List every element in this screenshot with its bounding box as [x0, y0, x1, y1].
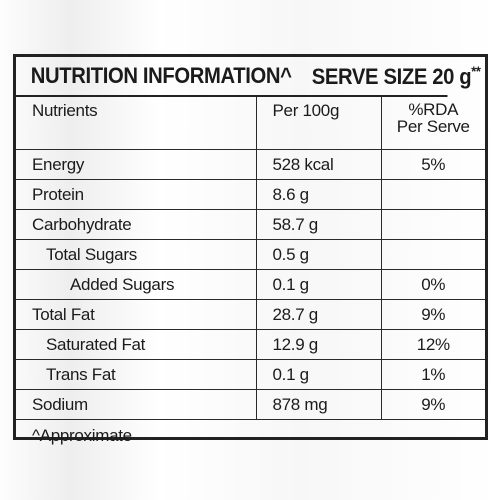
nutrient-per-100g: 58.7 g [255, 209, 382, 240]
nutrient-per-100g: 0.5 g [255, 239, 382, 270]
nutrient-name: Total Fat [16, 299, 257, 330]
nutrient-rda [380, 179, 485, 210]
nutrient-name: Added Sugars [16, 269, 257, 300]
table-row: Total Sugars 0.5 g [16, 239, 485, 270]
nutrient-per-100g: 528 kcal [255, 149, 382, 180]
footer-row: ^Approximate [16, 419, 485, 451]
serve-size: SERVE SIZE 20 g** [312, 63, 481, 90]
nutrition-information-panel: NUTRITION INFORMATION^ SERVE SIZE 20 g**… [13, 54, 488, 451]
table-row: Sodium 878 mg 9% [16, 389, 485, 420]
nutrient-per-100g: 8.6 g [255, 179, 382, 210]
table-row: Energy 528 kcal 5% [16, 149, 485, 180]
nutrient-rda [380, 209, 485, 240]
table-row: Added Sugars 0.1 g 0% [16, 269, 485, 300]
column-header-rda: %RDA Per Serve [380, 97, 485, 150]
column-header-per-100g: Per 100g [255, 97, 382, 150]
serve-size-text: SERVE SIZE 20 g [311, 63, 472, 89]
nutrient-name: Energy [16, 149, 257, 180]
nutrition-table: Nutrients Per 100g %RDA Per Serve Energy… [16, 97, 485, 451]
nutrient-per-100g: 878 mg [255, 389, 382, 420]
nutrient-name: Total Sugars [16, 239, 257, 270]
nutrient-rda: 0% [380, 269, 485, 300]
column-header-rda-line1: %RDA [408, 100, 459, 119]
footnote-approximate: ^Approximate [16, 419, 485, 451]
column-header-nutrients: Nutrients [16, 97, 257, 150]
nutrient-rda: 1% [380, 359, 485, 390]
nutrient-rda: 5% [380, 149, 485, 180]
table-row: Saturated Fat 12.9 g 12% [16, 329, 485, 360]
nutrient-name: Sodium [16, 389, 257, 420]
nutrient-name: Protein [16, 179, 257, 210]
nutrient-name: Trans Fat [16, 359, 257, 390]
column-header-rda-line2: Per Serve [396, 117, 470, 136]
nutrient-rda: 9% [380, 389, 485, 420]
nutrient-rda: 12% [380, 329, 485, 360]
table-row: Trans Fat 0.1 g 1% [16, 359, 485, 390]
nutrient-rda [380, 239, 485, 270]
nutrition-title: NUTRITION INFORMATION^ [30, 63, 292, 88]
table-row: Carbohydrate 58.7 g [16, 209, 485, 240]
nutrient-rda: 9% [380, 299, 485, 330]
nutrient-per-100g: 0.1 g [255, 359, 382, 390]
nutrient-per-100g: 12.9 g [255, 329, 382, 360]
nutrient-name: Carbohydrate [16, 209, 257, 240]
table-header-row: Nutrients Per 100g %RDA Per Serve [16, 97, 485, 150]
nutrition-header: NUTRITION INFORMATION^ SERVE SIZE 20 g** [16, 57, 481, 97]
nutrient-name: Saturated Fat [16, 329, 257, 360]
serve-size-mark: ** [471, 62, 481, 79]
nutrient-per-100g: 0.1 g [255, 269, 382, 300]
nutrient-per-100g: 28.7 g [255, 299, 382, 330]
table-row: Protein 8.6 g [16, 179, 485, 210]
table-row: Total Fat 28.7 g 9% [16, 299, 485, 330]
